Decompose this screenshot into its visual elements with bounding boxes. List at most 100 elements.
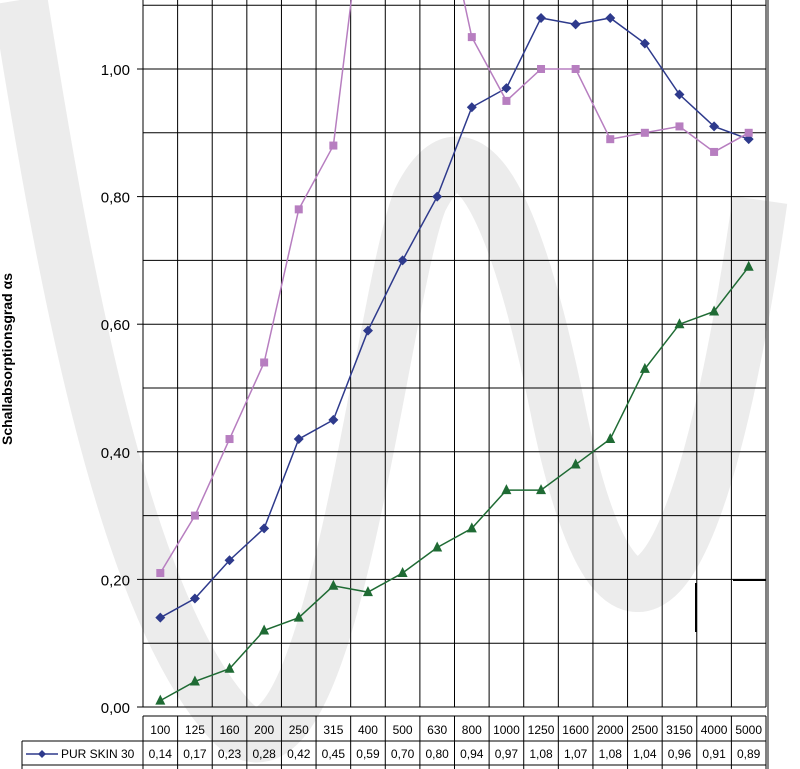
x-category-label: 100 bbox=[150, 723, 170, 737]
table-value: 0,42 bbox=[287, 747, 311, 761]
data-point-square bbox=[260, 358, 269, 367]
series-line-0 bbox=[159, 17, 749, 619]
x-category-label: 250 bbox=[289, 723, 309, 737]
data-point-diamond bbox=[570, 19, 581, 30]
data-point-square bbox=[225, 435, 234, 444]
y-tick-label: 0,60 bbox=[101, 317, 130, 334]
table-value: 0,14 bbox=[149, 747, 173, 761]
data-point-triangle bbox=[293, 611, 304, 622]
data-point-diamond bbox=[709, 121, 720, 132]
x-category-label: 2500 bbox=[632, 723, 659, 737]
y-tick-label: 0,00 bbox=[101, 700, 130, 717]
data-point-diamond bbox=[674, 89, 685, 100]
x-category-label: 3150 bbox=[666, 723, 693, 737]
data-point-diamond bbox=[605, 12, 616, 23]
data-point-square bbox=[190, 511, 199, 520]
data-point-square bbox=[710, 147, 719, 156]
data-point-square bbox=[744, 128, 753, 137]
data-point-square bbox=[329, 141, 338, 150]
table-value: 1,07 bbox=[564, 747, 588, 761]
data-point-triangle bbox=[605, 433, 616, 444]
x-category-label: 500 bbox=[393, 723, 413, 737]
x-category-label: 400 bbox=[358, 723, 378, 737]
y-tick-label: 1,00 bbox=[101, 62, 130, 79]
x-category-label: 4000 bbox=[701, 723, 728, 737]
data-point-square bbox=[640, 128, 649, 137]
data-point-triangle bbox=[709, 305, 720, 316]
x-category-label: 315 bbox=[323, 723, 343, 737]
x-category-label: 630 bbox=[427, 723, 447, 737]
data-point-triangle bbox=[155, 694, 166, 705]
data-point-triangle bbox=[259, 624, 270, 635]
x-category-label: 160 bbox=[220, 723, 240, 737]
data-point-diamond bbox=[466, 102, 477, 113]
table-value: 0,80 bbox=[426, 747, 450, 761]
table-value: 0,45 bbox=[322, 747, 346, 761]
data-point-triangle bbox=[362, 586, 373, 597]
y-tick-label: 0,80 bbox=[101, 190, 130, 207]
data-point-triangle bbox=[397, 567, 408, 578]
table-value: 1,04 bbox=[633, 747, 657, 761]
data-point-diamond bbox=[224, 555, 235, 566]
table-value: 0,17 bbox=[183, 747, 207, 761]
data-point-triangle bbox=[224, 662, 235, 673]
x-category-label: 125 bbox=[185, 723, 205, 737]
data-point-triangle bbox=[432, 541, 443, 552]
table-value: 0,89 bbox=[737, 747, 761, 761]
data-point-triangle bbox=[501, 484, 512, 495]
y-axis-label: Schallabsorptionsgrad αs bbox=[0, 273, 15, 445]
data-point-diamond bbox=[432, 191, 443, 202]
data-point-square bbox=[537, 65, 546, 73]
legend-label: PUR SKIN 30 bbox=[61, 747, 135, 761]
data-point-triangle bbox=[639, 362, 650, 373]
data-point-triangle bbox=[189, 675, 200, 686]
data-point-diamond bbox=[536, 12, 547, 23]
table-value: 1,08 bbox=[599, 747, 623, 761]
data-point-triangle bbox=[328, 579, 339, 590]
table-value: 0,23 bbox=[218, 747, 242, 761]
data-point-triangle bbox=[466, 522, 477, 533]
data-point-square bbox=[294, 205, 303, 214]
data-point-diamond bbox=[397, 255, 408, 266]
y-tick-label: 0,40 bbox=[101, 445, 130, 462]
x-category-label: 5000 bbox=[735, 723, 762, 737]
table-value: 0,96 bbox=[668, 747, 692, 761]
data-point-triangle bbox=[743, 260, 754, 271]
data-point-diamond bbox=[501, 83, 512, 94]
table-value: 0,97 bbox=[495, 747, 519, 761]
data-point-diamond bbox=[639, 38, 650, 49]
data-point-diamond bbox=[293, 434, 304, 445]
data-point-square bbox=[156, 569, 165, 578]
data-point-triangle bbox=[570, 458, 581, 469]
table-value: 0,94 bbox=[460, 747, 484, 761]
x-category-label: 200 bbox=[254, 723, 274, 737]
x-category-label: 1000 bbox=[493, 723, 520, 737]
x-category-label: 1250 bbox=[528, 723, 555, 737]
x-category-label: 2000 bbox=[597, 723, 624, 737]
data-point-square bbox=[467, 33, 476, 42]
data-point-square bbox=[502, 96, 511, 105]
legend-marker-diamond bbox=[38, 750, 46, 758]
data-point-square bbox=[571, 65, 580, 73]
watermark-logo bbox=[0, 0, 788, 763]
data-point-square bbox=[606, 135, 615, 144]
data-point-triangle bbox=[674, 318, 685, 329]
data-point-square bbox=[675, 122, 684, 131]
data-point-diamond bbox=[259, 523, 270, 534]
x-category-label: 800 bbox=[462, 723, 482, 737]
data-point-diamond bbox=[155, 612, 166, 623]
table-value: 0,59 bbox=[356, 747, 380, 761]
table-value: 0,91 bbox=[702, 747, 726, 761]
y-tick-label: 0,20 bbox=[101, 572, 130, 589]
data-point-triangle bbox=[536, 484, 547, 495]
table-value: 0,70 bbox=[391, 747, 415, 761]
series-line-2 bbox=[159, 266, 750, 702]
table-value: 0,28 bbox=[252, 747, 276, 761]
data-point-diamond bbox=[328, 414, 339, 425]
x-category-label: 1600 bbox=[562, 723, 589, 737]
table-value: 1,08 bbox=[529, 747, 553, 761]
data-point-diamond bbox=[362, 325, 373, 336]
data-point-diamond bbox=[189, 593, 200, 604]
series-line-1 bbox=[159, 0, 750, 574]
